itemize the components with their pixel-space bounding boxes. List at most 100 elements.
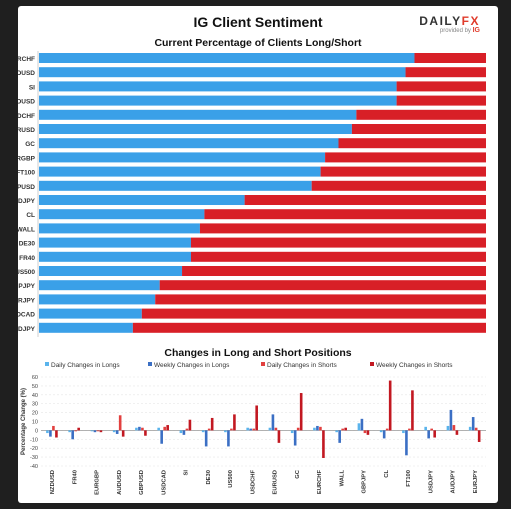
bar-short-gbpjpy — [159, 280, 486, 291]
bar-gbpjpy-4 — [366, 430, 370, 435]
bar-short-si — [396, 81, 486, 92]
bar-long-gc — [39, 138, 339, 149]
x-tick-label-nzdusd: NZDUSD — [50, 470, 56, 494]
tick-label-de30: DE30 — [19, 241, 36, 248]
bar-us500-2 — [227, 430, 230, 447]
legend-swatch-4 — [370, 362, 374, 366]
bar-gc-1 — [290, 430, 294, 434]
logo-sub-text: provided by — [439, 28, 471, 34]
y-tick-label: 50 — [32, 384, 38, 390]
bar-usdjpy-4 — [433, 430, 436, 438]
bar-cl-4 — [388, 380, 392, 431]
x-tick-label-audjpy: AUDJPY — [451, 470, 457, 494]
bar-si-3 — [185, 428, 189, 431]
y-tick-label: 10 — [32, 420, 38, 426]
tick-label-audjpy: AUDJPY — [18, 198, 36, 205]
x-tick-label-si: SI — [184, 470, 190, 476]
bar-audusd-4 — [121, 430, 125, 437]
bar-long-gbpjpy — [39, 280, 160, 291]
x-tick-label-eurgbp: EURGBP — [95, 470, 101, 495]
y-tick-label: -40 — [30, 464, 38, 470]
tick-label-fr40: FR40 — [19, 255, 35, 262]
bar-short-eurjpy — [155, 294, 486, 305]
bar-eurusd-2 — [271, 414, 275, 431]
bar-usdcad-3 — [163, 426, 166, 431]
bar-eurusd-3 — [274, 427, 278, 431]
bar-gbpusd-3 — [141, 427, 144, 431]
y-tick-label: 30 — [32, 402, 38, 408]
legend-swatch-3 — [261, 362, 265, 366]
bar-short-usdjpy — [132, 322, 486, 333]
long-short-chart: EURCHF AUDUSD SI NZDUSD USDCHF EURUSD GC EURGBP… — [18, 51, 487, 337]
bar-usdchf-2 — [249, 428, 252, 431]
tick-label-audusd: AUDUSD — [18, 70, 35, 77]
x-tick-label-cl: CL — [384, 470, 390, 478]
bar-gc-3 — [296, 427, 300, 431]
bar-eurgbp-1 — [90, 430, 94, 432]
bar-us500-3 — [230, 428, 233, 431]
logo-sub-brand: IG — [472, 27, 480, 34]
bar-long-cl — [39, 209, 205, 220]
y-tick-label: -10 — [30, 437, 38, 443]
bar-usdchf-4 — [255, 405, 258, 431]
bar-de30-1 — [201, 430, 205, 433]
bar-si-2 — [182, 430, 186, 435]
bar-nzdusd-3 — [52, 425, 55, 431]
x-tick-label-audusd: AUDUSD — [117, 470, 123, 495]
tick-label-nzdusd: NZDUSD — [18, 99, 35, 106]
bar-short-gc — [338, 138, 486, 149]
bar-long-nzdusd — [39, 95, 397, 106]
bar-long-eurusd — [39, 124, 352, 134]
x-tick-label-gbpusd: GBPUSD — [139, 470, 145, 495]
bar-short-ft100 — [320, 166, 486, 177]
bar-usdjpy-2 — [427, 430, 430, 439]
tick-label-eurusd: EURUSD — [18, 127, 35, 134]
bar-gbpusd-4 — [144, 430, 147, 436]
bar-usdcad-1 — [157, 427, 160, 431]
x-tick-label-wall: WALL — [339, 470, 345, 487]
bar-long-usdcad — [39, 308, 142, 319]
bar-eurchf-2 — [316, 425, 319, 431]
tick-label-us500: US500 — [18, 269, 35, 276]
sentiment-card: IG Client Sentiment DAILYFX provided by … — [18, 6, 498, 503]
x-tick-label-fr40: FR40 — [72, 470, 78, 484]
dailyfx-logo: DAILYFX provided by IG — [410, 14, 480, 34]
bar-short-de30 — [190, 237, 487, 248]
bar-audjpy-4 — [455, 430, 459, 435]
bar-gbpjpy-2 — [360, 418, 364, 431]
bar-gbpusd-1 — [135, 427, 138, 431]
bar-us500-1 — [224, 430, 227, 433]
bar-long-wall — [39, 223, 200, 234]
bar-long-si — [39, 81, 397, 92]
tick-label-gbpusd: GBPUSD — [18, 184, 35, 191]
bar-eurchf-3 — [319, 426, 322, 431]
legend-label-2: Weekly Changes in Longs — [154, 362, 230, 369]
bar-usdchf-3 — [252, 428, 255, 431]
bar-long-eurjpy — [39, 294, 156, 305]
x-tick-label-de30: DE30 — [206, 470, 212, 485]
bar-wall-2 — [338, 430, 341, 443]
bar-cl-3 — [385, 428, 389, 431]
bar-long-usdjpy — [39, 322, 133, 333]
bar-usdchf-1 — [246, 427, 249, 431]
tick-label-eurjpy: EURJPY — [18, 297, 36, 304]
tick-label-usdjpy: USDJPY — [18, 326, 36, 333]
bar-nzdusd-2 — [49, 430, 52, 437]
bar-usdcad-2 — [160, 430, 163, 444]
bar-eurjpy-1 — [468, 426, 472, 431]
bar-us500-4 — [233, 414, 236, 431]
bar-short-us500 — [182, 266, 487, 276]
bar-audjpy-3 — [452, 425, 456, 431]
bar-gbpusd-2 — [138, 426, 141, 431]
bar-audusd-3 — [118, 415, 122, 431]
legend-label-4: Weekly Changes in Shorts — [376, 362, 453, 369]
y-tick-label: 20 — [32, 411, 38, 417]
legend-label-1: Daily Changes in Longs — [51, 362, 120, 369]
tick-label-wall: WALL — [18, 226, 35, 233]
bar-de30-4 — [210, 417, 214, 431]
bar-fr40-3 — [74, 430, 77, 432]
bar-si-1 — [179, 430, 183, 434]
bar-wall-1 — [335, 430, 338, 433]
bar-long-de30 — [39, 237, 191, 248]
bar-short-usdcad — [141, 308, 486, 319]
